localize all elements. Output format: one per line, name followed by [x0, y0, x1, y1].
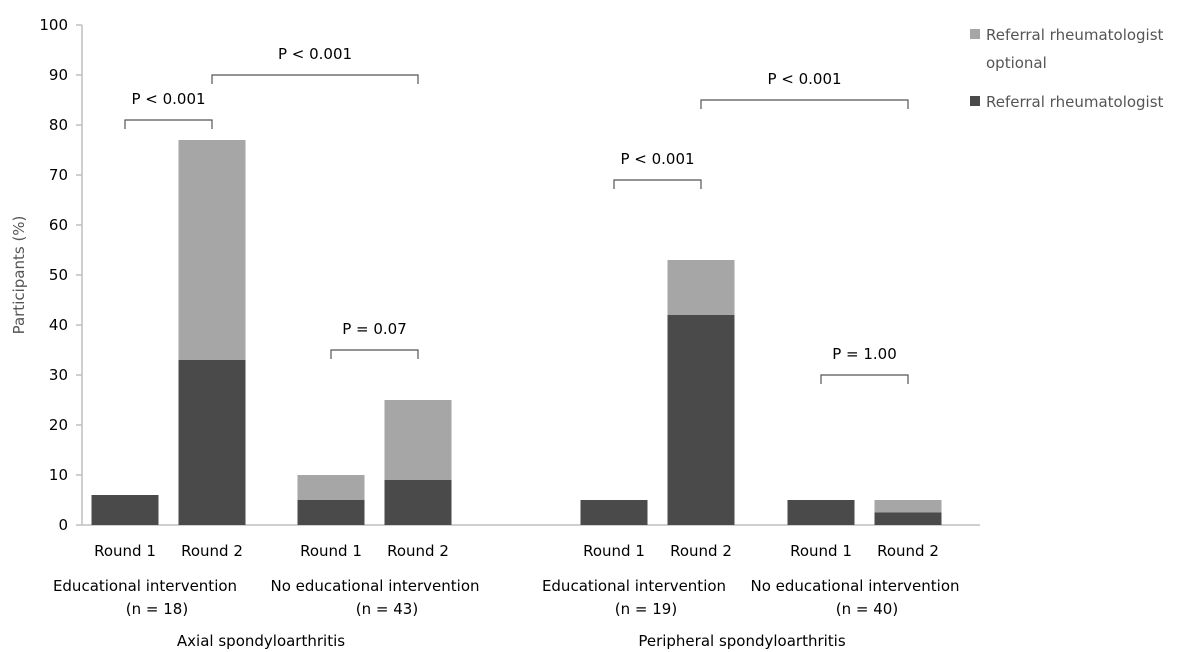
p-value-label: P < 0.001 [767, 70, 841, 88]
y-tick-label: 20 [49, 416, 68, 434]
p-value-label: P = 0.07 [342, 320, 407, 338]
legend-label: Referral rheumatologist [986, 93, 1164, 111]
group-size-label: (n = 43) [356, 600, 418, 618]
legend-layer: Referral rheumatologist optional Referral … [970, 26, 1164, 111]
round-label: Round 2 [670, 542, 732, 560]
y-tick-label: 70 [49, 166, 68, 184]
group-label: Educational intervention [53, 577, 237, 595]
y-tick-label: 60 [49, 216, 68, 234]
bar-segment [874, 500, 942, 513]
legend-label: Referral rheumatologist [986, 26, 1164, 44]
y-tick-label: 80 [49, 116, 68, 134]
group-label: Educational intervention [542, 577, 726, 595]
legend-swatch [970, 29, 980, 39]
group-size-label: (n = 18) [126, 600, 188, 618]
y-tick-label: 100 [39, 16, 68, 34]
bar-segment [178, 140, 246, 360]
labels-layer: Round 1 Round 2 Educational intervention (n… [53, 542, 960, 650]
y-tick-label: 30 [49, 366, 68, 384]
p-value-label: P < 0.001 [620, 150, 694, 168]
bar-segment [91, 495, 159, 525]
bar-segment [667, 260, 735, 315]
bar-segment [297, 475, 365, 500]
legend-label: optional [986, 54, 1047, 72]
bar-segment [580, 500, 648, 525]
significance-bracket [820, 374, 909, 384]
y-axis-label: Participants (%) [10, 216, 28, 335]
significance-bracket [330, 349, 419, 359]
bar-segment [297, 500, 365, 525]
y-tick-label: 0 [58, 516, 68, 534]
bar-segment [874, 512, 942, 525]
panel-title: Peripheral spondyloarthritis [638, 632, 846, 650]
significance-bracket [211, 74, 419, 84]
round-label: Round 2 [387, 542, 449, 560]
round-label: Round 1 [790, 542, 852, 560]
y-tick-label: 10 [49, 466, 68, 484]
round-label: Round 1 [583, 542, 645, 560]
significance-bracket [613, 179, 702, 189]
bar-segment [384, 400, 452, 480]
round-label: Round 2 [877, 542, 939, 560]
bar-segment [667, 315, 735, 525]
legend-swatch [970, 96, 980, 106]
bars-layer [91, 140, 942, 525]
group-size-label: (n = 19) [615, 600, 677, 618]
round-label: Round 2 [181, 542, 243, 560]
group-size-label: (n = 40) [836, 600, 898, 618]
p-value-label: P < 0.001 [278, 45, 352, 63]
y-tick-label: 40 [49, 316, 68, 334]
significance-bracket [700, 99, 909, 109]
p-value-label: P = 1.00 [832, 345, 897, 363]
bar-segment [178, 360, 246, 525]
group-label: No educational intervention [750, 577, 959, 595]
group-label: No educational intervention [270, 577, 479, 595]
axes-layer: 0 10 20 30 40 50 60 70 80 90 100 Participants (%) [10, 16, 980, 534]
round-label: Round 1 [300, 542, 362, 560]
bar-segment [384, 480, 452, 525]
panel-title: Axial spondyloarthritis [177, 632, 345, 650]
y-tick-label: 90 [49, 66, 68, 84]
significance-bracket [124, 119, 213, 129]
bar-segment [787, 500, 855, 525]
y-tick-label: 50 [49, 266, 68, 284]
round-label: Round 1 [94, 542, 156, 560]
p-value-label: P < 0.001 [131, 90, 205, 108]
annotations-layer: P < 0.001 P < 0.001 P = 0.07 P < 0.001 P < 0… [124, 45, 909, 384]
